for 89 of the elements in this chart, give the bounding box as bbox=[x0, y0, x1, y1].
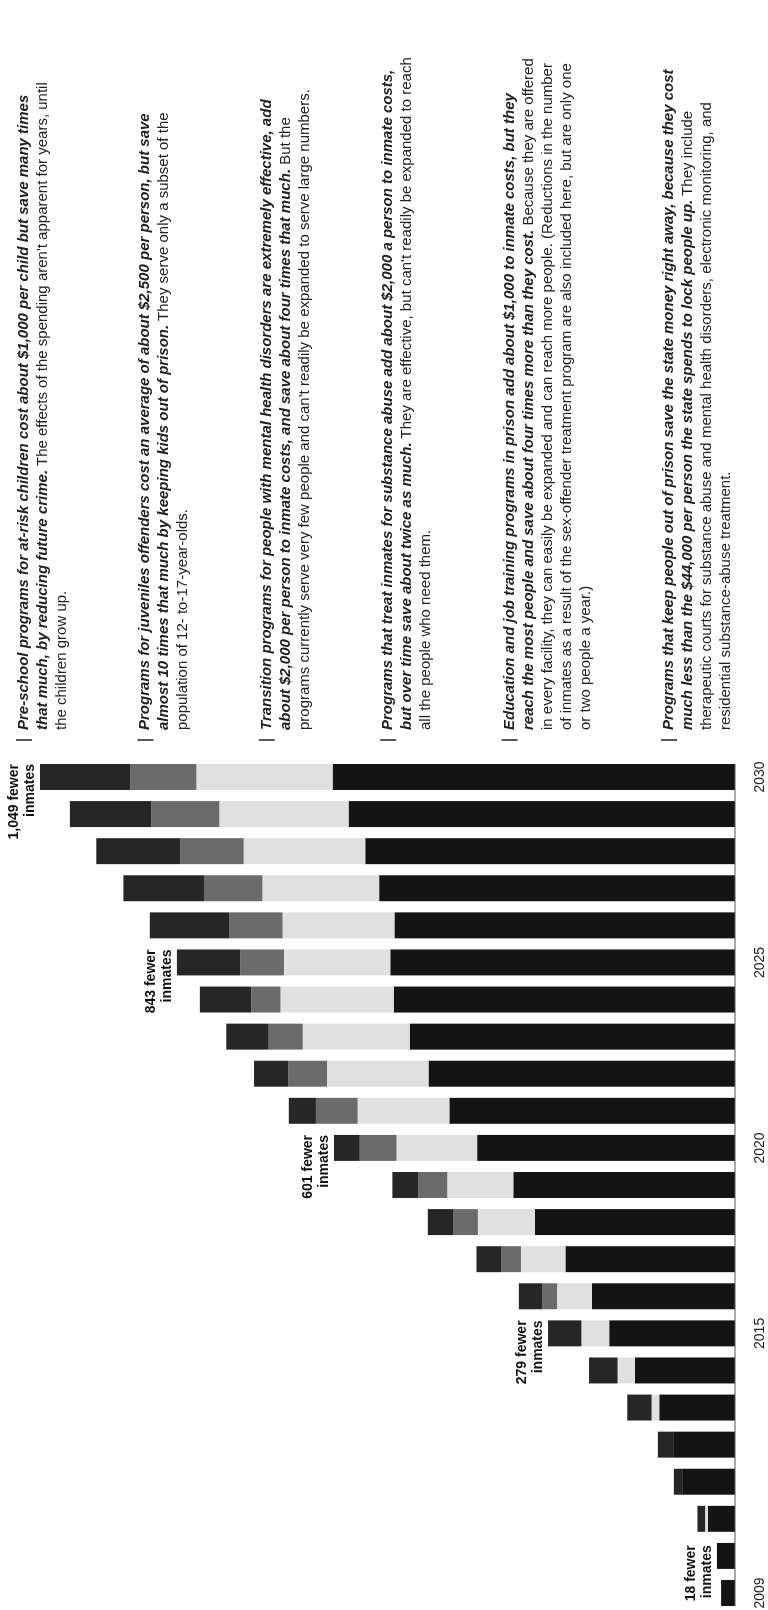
y-tick-label: 2025 bbox=[751, 946, 767, 979]
bar bbox=[199, 986, 252, 1013]
bar bbox=[591, 1283, 735, 1310]
bar bbox=[501, 1246, 521, 1273]
bar bbox=[96, 838, 181, 865]
bar bbox=[219, 801, 349, 828]
bar bbox=[359, 1134, 397, 1161]
bar bbox=[282, 912, 395, 939]
bar bbox=[243, 838, 366, 865]
bar bbox=[130, 764, 197, 790]
bar bbox=[283, 949, 391, 976]
bar bbox=[204, 875, 263, 902]
annotation: 843 fewer inmates bbox=[141, 948, 174, 1014]
bar bbox=[288, 1060, 328, 1087]
bar bbox=[396, 1134, 478, 1161]
bar bbox=[123, 875, 205, 902]
bar bbox=[627, 1394, 652, 1421]
bar bbox=[251, 986, 281, 1013]
bar bbox=[254, 1060, 289, 1087]
bar bbox=[394, 912, 735, 939]
bar bbox=[707, 1505, 735, 1532]
bar bbox=[69, 801, 152, 828]
bar bbox=[581, 1320, 610, 1347]
bar bbox=[390, 949, 735, 976]
bar bbox=[428, 1060, 735, 1087]
bar bbox=[327, 1060, 429, 1087]
bar bbox=[520, 1246, 566, 1273]
bar bbox=[365, 838, 735, 865]
bar bbox=[180, 838, 244, 865]
bar bbox=[705, 1505, 708, 1532]
bar bbox=[721, 1580, 735, 1606]
bar bbox=[149, 912, 230, 939]
bar bbox=[716, 1542, 735, 1569]
annotation: 18 fewer inmates bbox=[681, 1544, 714, 1602]
bar bbox=[226, 1023, 269, 1050]
bar bbox=[548, 1320, 582, 1347]
bar bbox=[476, 1246, 502, 1273]
annotation: 279 fewer inmates bbox=[513, 1319, 546, 1385]
bar bbox=[427, 1209, 454, 1236]
bar bbox=[634, 1357, 735, 1384]
bar bbox=[542, 1283, 558, 1310]
bar bbox=[40, 764, 131, 790]
bar bbox=[196, 764, 333, 790]
bar bbox=[176, 949, 241, 976]
bar bbox=[379, 875, 735, 902]
bar bbox=[268, 1023, 303, 1050]
y-tick-label: 2030 bbox=[751, 761, 767, 793]
bar bbox=[617, 1357, 635, 1384]
bar bbox=[453, 1209, 478, 1236]
text: Education and job training programs in prison add about $1,000 to inmate costs, but they reach the most people and save about four times more than they cost. Because they are offered in every facility, they can easily be expanded and can reach more people. (Reductions in the number of inmates as a result of the sex-offender treatment program are also included here, but are only one or two people a year.) bbox=[499, 58, 593, 730]
bar bbox=[682, 1468, 735, 1495]
bar bbox=[651, 1394, 660, 1421]
bar bbox=[240, 949, 284, 976]
bar bbox=[418, 1172, 448, 1198]
bar bbox=[302, 1023, 410, 1050]
bar bbox=[315, 1097, 358, 1124]
bar bbox=[151, 801, 220, 828]
bar bbox=[589, 1357, 618, 1384]
bar bbox=[657, 1431, 674, 1458]
bar bbox=[659, 1394, 735, 1421]
y-tick-label: 2020 bbox=[751, 1132, 767, 1164]
bar bbox=[673, 1468, 683, 1495]
bar bbox=[229, 912, 283, 939]
bar bbox=[609, 1320, 735, 1347]
annotation: 601 fewer inmates bbox=[298, 1134, 331, 1199]
annotation: 1,049 fewer inmates bbox=[5, 763, 37, 840]
bar bbox=[280, 986, 394, 1013]
bar bbox=[357, 1097, 450, 1124]
bar bbox=[393, 986, 735, 1013]
bar bbox=[477, 1209, 535, 1236]
bar bbox=[565, 1246, 735, 1273]
bar bbox=[392, 1172, 419, 1198]
bar bbox=[513, 1172, 735, 1198]
bar bbox=[348, 801, 735, 828]
bar bbox=[673, 1431, 735, 1458]
bar bbox=[333, 1134, 360, 1161]
bar bbox=[447, 1172, 514, 1198]
bar bbox=[477, 1134, 735, 1161]
bar bbox=[557, 1283, 592, 1310]
bar bbox=[518, 1283, 543, 1310]
y-tick-label: 2009 bbox=[751, 1577, 767, 1609]
bar bbox=[332, 764, 735, 790]
bar bbox=[288, 1097, 316, 1124]
bar bbox=[697, 1505, 706, 1532]
bar bbox=[449, 1097, 735, 1124]
bar bbox=[409, 1023, 735, 1050]
bar bbox=[534, 1209, 735, 1236]
y-tick-label: 2015 bbox=[751, 1317, 767, 1349]
bar bbox=[262, 875, 380, 902]
